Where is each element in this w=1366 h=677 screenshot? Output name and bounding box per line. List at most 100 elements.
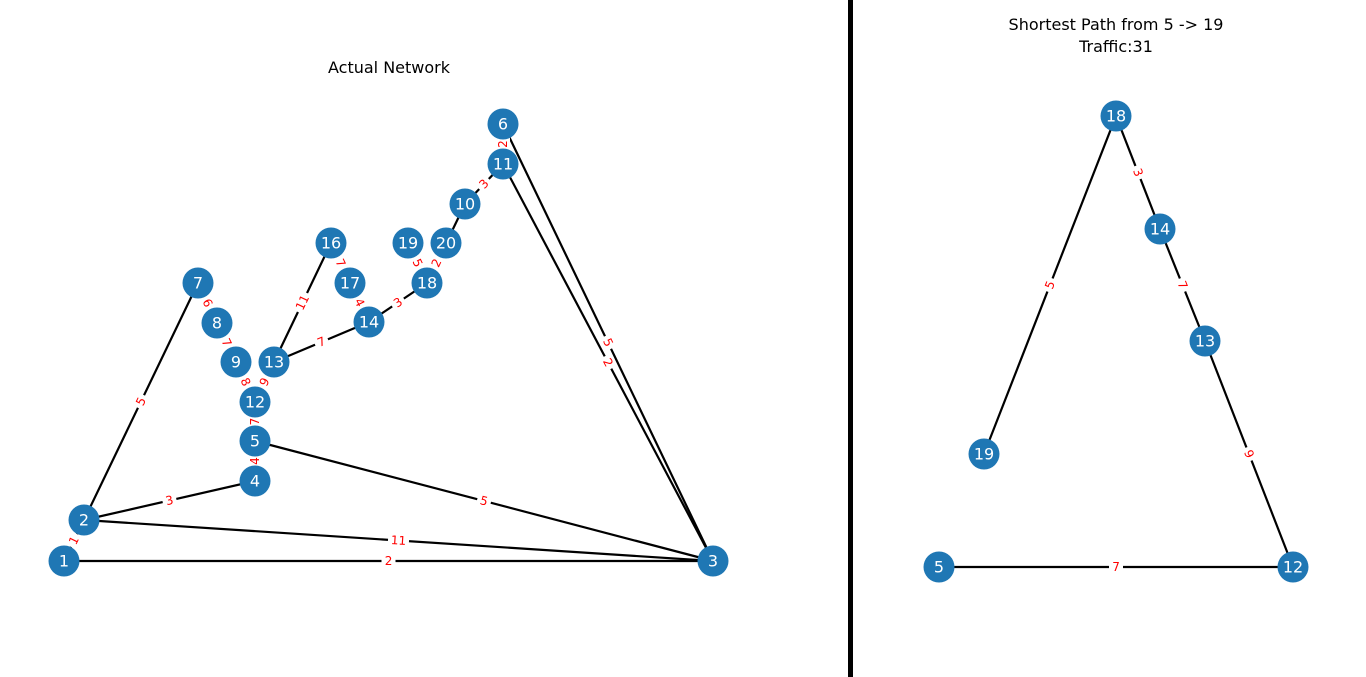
actual-edge-label-bg [236, 372, 255, 392]
actual-node-label-10: 10 [455, 195, 475, 214]
actual-node-20 [430, 227, 462, 259]
actual-node-9 [220, 346, 252, 378]
actual-node-6 [487, 108, 519, 140]
path-edge-label-14-13: 7 [1173, 275, 1192, 295]
actual-node-3 [697, 545, 729, 577]
actual-node-label-3: 3 [708, 552, 718, 571]
path-edge-label-18-19: 5 [1040, 275, 1060, 295]
path-node-12 [1277, 551, 1309, 583]
actual-node-label-5: 5 [250, 432, 260, 451]
actual-node-label-16: 16 [321, 234, 341, 253]
path-node-13 [1189, 325, 1221, 357]
actual-edge-label-2-3: 11 [387, 532, 410, 549]
actual-node-label-9: 9 [231, 353, 241, 372]
actual-edge-weight: 5 [479, 493, 490, 508]
actual-edge-label-bg [255, 372, 274, 392]
actual-edge-weight: 11 [390, 533, 406, 548]
actual-edge-weight: 4 [248, 457, 262, 465]
actual-edge-label-12-9: 8 [236, 372, 255, 392]
actual-edge-label-bg [388, 292, 408, 313]
actual-node-4 [239, 465, 271, 497]
path-node-19 [968, 438, 1000, 470]
actual-node-label-18: 18 [417, 274, 437, 293]
actual-node-label-4: 4 [250, 472, 260, 491]
actual-edge-label-4-5: 4 [248, 454, 262, 468]
actual-edge-label-bg [381, 554, 396, 568]
path-edge-label-bg [1173, 275, 1192, 295]
actual-node-18 [411, 267, 443, 299]
actual-edge-label-bg [291, 290, 314, 315]
actual-edge-label-9-8: 7 [217, 333, 236, 352]
path-node-label-13: 13 [1195, 332, 1215, 351]
actual-edge-label-bg [387, 532, 410, 549]
actual-edge-label-bg [161, 492, 178, 509]
path-node-label-12: 12 [1283, 558, 1303, 577]
actual-node-label-14: 14 [359, 313, 379, 332]
actual-edge-label-18-20: 2 [427, 253, 446, 273]
actual-node-label-13: 13 [264, 353, 284, 372]
actual-edge-label-bg [598, 333, 618, 352]
actual-network-graph: 2111355478976117435217325212345678910111… [48, 108, 729, 577]
actual-edge-label-bg [248, 414, 262, 429]
actual-node-10 [449, 188, 481, 220]
actual-edge-label-10-11: 3 [474, 174, 494, 194]
actual-edge-label-bg [131, 392, 151, 411]
actual-node-11 [487, 148, 519, 180]
actual-edge-label-bg [427, 253, 446, 273]
actual-edge-weight: 3 [164, 493, 175, 508]
path-edge-label-bg [1239, 444, 1259, 464]
actual-edge-weight: 11 [293, 293, 312, 313]
actual-edge-label-6-3: 5 [598, 333, 618, 352]
actual-node-label-1: 1 [59, 552, 69, 571]
path-edge-label-5-12: 7 [1109, 560, 1123, 574]
actual-node-13 [258, 346, 290, 378]
actual-edge-label-14-17: 4 [350, 293, 369, 312]
path-node-label-18: 18 [1106, 107, 1126, 126]
actual-edge-label-18-19: 5 [408, 253, 427, 273]
actual-node-label-20: 20 [436, 234, 456, 253]
path-node-18 [1100, 100, 1132, 132]
actual-edge-weight: 2 [385, 554, 393, 568]
right-panel-title-line1: Shortest Path from 5 -> 19 [1009, 15, 1224, 34]
path-node-label-14: 14 [1150, 220, 1170, 239]
actual-edge-label-bg [598, 353, 618, 372]
actual-edge-label-bg [496, 137, 510, 151]
actual-node-8 [201, 307, 233, 339]
path-edge-label-bg [1040, 275, 1060, 295]
actual-edge-label-bg [248, 454, 262, 468]
actual-edge-label-bg [312, 332, 331, 352]
actual-edge-label-bg [64, 531, 84, 550]
actual-edge-label-5-12: 7 [248, 414, 262, 429]
path-edge-label-bg [1128, 163, 1148, 182]
panel-divider [848, 0, 853, 677]
actual-node-label-6: 6 [498, 115, 508, 134]
actual-edge-label-2-7: 5 [131, 392, 151, 411]
actual-edge-label-bg [198, 293, 217, 313]
actual-node-12 [239, 386, 271, 418]
actual-edge-weight: 2 [496, 140, 510, 148]
path-edge-label-18-14: 3 [1128, 163, 1148, 182]
actual-node-16 [315, 227, 347, 259]
path-node-14 [1144, 213, 1176, 245]
left-panel-title: Actual Network [328, 58, 451, 77]
actual-node-17 [334, 267, 366, 299]
actual-edge-label-1-2: 1 [64, 531, 84, 550]
actual-edge-label-13-14: 7 [312, 332, 331, 352]
path-node-5 [923, 551, 955, 583]
actual-node-14 [353, 306, 385, 338]
path-edge-label-bg [1109, 560, 1123, 574]
path-edge-label-13-12: 9 [1239, 444, 1259, 464]
actual-edge-label-11-3: 2 [598, 353, 618, 372]
actual-node-label-11: 11 [493, 155, 513, 174]
actual-edge-label-8-7: 6 [198, 293, 217, 313]
actual-node-1 [48, 545, 80, 577]
actual-edge-label-bg [350, 293, 369, 312]
actual-edge-weight: 7 [248, 418, 262, 426]
actual-node-label-2: 2 [79, 511, 89, 530]
actual-edge-label-14-18: 3 [388, 292, 408, 313]
path-node-label-5: 5 [934, 558, 944, 577]
actual-node-label-12: 12 [245, 393, 265, 412]
actual-node-7 [182, 267, 214, 299]
actual-node-5 [239, 425, 271, 457]
